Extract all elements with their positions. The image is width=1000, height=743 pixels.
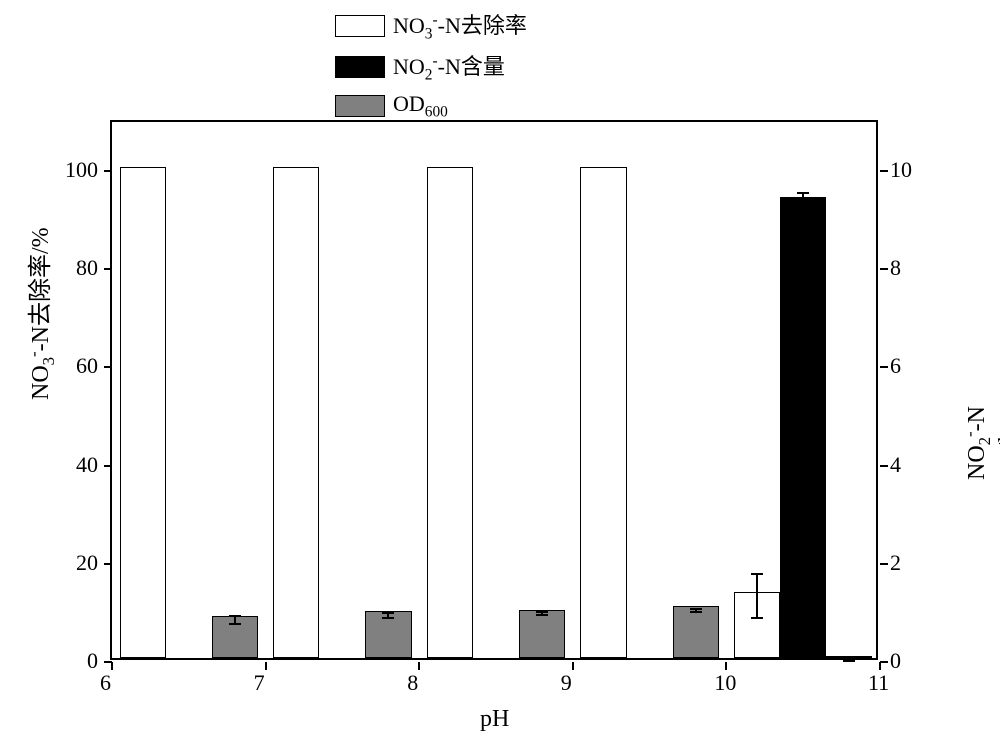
bar-no2 bbox=[780, 197, 826, 658]
x-tick bbox=[879, 662, 881, 670]
bar-no3 bbox=[580, 167, 626, 658]
bar-no3 bbox=[120, 167, 166, 658]
y-right-tick-label: 2 bbox=[890, 550, 901, 576]
error-cap bbox=[751, 573, 763, 575]
y-right-tick-label: 8 bbox=[890, 255, 901, 281]
x-tick bbox=[418, 662, 420, 670]
x-tick bbox=[111, 662, 113, 670]
x-tick-label: 9 bbox=[561, 670, 572, 696]
legend-item-od600: OD600 bbox=[335, 91, 527, 121]
y-left-axis-label: NO3--N去除率/% bbox=[20, 227, 59, 400]
legend-item-no2: NO2--N含量 bbox=[335, 49, 527, 84]
bar-od600 bbox=[673, 606, 719, 658]
bar-no3 bbox=[273, 167, 319, 658]
bar-od600 bbox=[519, 610, 565, 658]
x-tick-label: 8 bbox=[407, 670, 418, 696]
error-bar bbox=[756, 574, 758, 618]
x-tick bbox=[725, 662, 727, 670]
y-left-tick bbox=[104, 366, 112, 368]
x-tick-label: 6 bbox=[100, 670, 111, 696]
error-bar bbox=[802, 193, 804, 208]
error-cap bbox=[382, 612, 394, 614]
y-left-tick bbox=[104, 563, 112, 565]
x-tick-label: 10 bbox=[714, 670, 736, 696]
y-right-tick bbox=[880, 465, 888, 467]
x-tick-label: 7 bbox=[254, 670, 265, 696]
error-cap bbox=[382, 617, 394, 619]
error-cap bbox=[690, 611, 702, 613]
y-right-axis-label: NO2--N mg/l (OD600) bbox=[960, 404, 1000, 480]
bar-no3 bbox=[427, 167, 473, 658]
error-cap bbox=[751, 617, 763, 619]
y-right-tick-label: 4 bbox=[890, 452, 901, 478]
y-right-tick-label: 0 bbox=[890, 648, 901, 674]
y-right-tick bbox=[880, 268, 888, 270]
error-cap bbox=[843, 660, 855, 662]
y-left-tick-label: 100 bbox=[65, 157, 98, 183]
error-cap bbox=[229, 623, 241, 625]
y-right-tick bbox=[880, 563, 888, 565]
y-left-tick bbox=[104, 268, 112, 270]
y-right-tick-label: 10 bbox=[890, 157, 912, 183]
error-cap bbox=[229, 615, 241, 617]
x-tick bbox=[265, 662, 267, 670]
y-left-tick-label: 60 bbox=[76, 353, 98, 379]
chart-container: NO3--N去除率 NO2--N含量 OD600 NO3--N去除率/% NO2… bbox=[0, 0, 1000, 743]
error-cap bbox=[536, 611, 548, 613]
y-left-tick bbox=[104, 465, 112, 467]
y-right-tick-label: 6 bbox=[890, 353, 901, 379]
y-right-tick bbox=[880, 170, 888, 172]
legend-label: OD600 bbox=[393, 91, 448, 121]
x-axis-label: pH bbox=[480, 706, 509, 733]
legend-label: NO3--N去除率 bbox=[393, 8, 527, 43]
y-left-tick-label: 80 bbox=[76, 255, 98, 281]
y-left-tick bbox=[104, 170, 112, 172]
x-tick bbox=[572, 662, 574, 670]
error-cap bbox=[536, 614, 548, 616]
y-left-tick bbox=[104, 661, 112, 663]
error-cap bbox=[797, 207, 809, 209]
legend-swatch-no3 bbox=[335, 15, 385, 37]
legend-item-no3: NO3--N去除率 bbox=[335, 8, 527, 43]
legend-label: NO2--N含量 bbox=[393, 49, 505, 84]
plot-area bbox=[110, 120, 878, 660]
x-tick-label: 11 bbox=[868, 670, 889, 696]
legend-swatch-od600 bbox=[335, 95, 385, 117]
y-left-tick-label: 20 bbox=[76, 550, 98, 576]
error-cap bbox=[797, 192, 809, 194]
legend: NO3--N去除率 NO2--N含量 OD600 bbox=[335, 8, 527, 121]
legend-swatch-no2 bbox=[335, 56, 385, 78]
y-right-tick bbox=[880, 366, 888, 368]
y-left-tick-label: 0 bbox=[87, 648, 98, 674]
y-left-tick-label: 40 bbox=[76, 452, 98, 478]
error-cap bbox=[690, 608, 702, 610]
y-right-tick bbox=[880, 661, 888, 663]
